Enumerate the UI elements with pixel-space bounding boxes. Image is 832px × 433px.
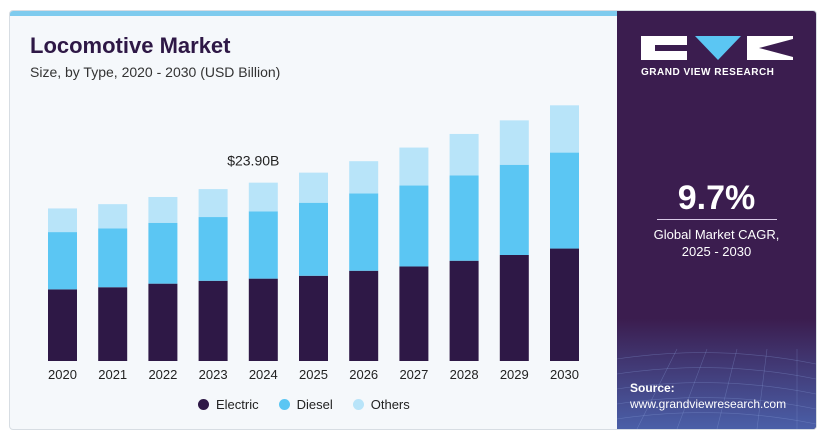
bar-electric-2027 bbox=[399, 266, 429, 361]
bar-others-2025 bbox=[299, 172, 328, 203]
report-card: Locomotive Market Size, by Type, 2020 - … bbox=[9, 10, 817, 430]
x-tick-label: 2030 bbox=[550, 367, 579, 382]
cagr-value: 9.7% bbox=[677, 179, 756, 217]
bar-diesel-2020 bbox=[48, 232, 77, 290]
chart-subtitle: Size, by Type, 2020 - 2030 (USD Billion) bbox=[30, 64, 281, 80]
legend-swatch-electric bbox=[198, 399, 209, 410]
bar-electric-2030 bbox=[550, 248, 579, 361]
chart-title: Locomotive Market bbox=[30, 33, 231, 58]
bar-others-2022 bbox=[148, 196, 178, 223]
brand-logo bbox=[641, 36, 793, 60]
bar-diesel-2023 bbox=[198, 217, 228, 281]
cagr-divider bbox=[657, 219, 777, 220]
x-tick-label: 2026 bbox=[349, 367, 378, 382]
legend-swatch-diesel bbox=[278, 399, 290, 410]
bar-others-2030 bbox=[550, 105, 579, 153]
bar-electric-2026 bbox=[349, 270, 379, 361]
x-tick-label: 2025 bbox=[299, 367, 328, 382]
x-tick-label: 2028 bbox=[450, 367, 479, 382]
bar-electric-2021 bbox=[98, 287, 128, 361]
bar-diesel-2026 bbox=[349, 193, 379, 271]
bar-others-2026 bbox=[349, 161, 379, 194]
bar-electric-2024 bbox=[248, 278, 278, 361]
legend-item-diesel: Diesel bbox=[278, 397, 333, 412]
legend-item-electric: Electric bbox=[198, 397, 259, 412]
bar-diesel-2030 bbox=[550, 152, 579, 249]
x-tick-label: 2027 bbox=[399, 367, 428, 382]
bar-electric-2028 bbox=[449, 260, 479, 361]
chart-panel: Locomotive Market Size, by Type, 2020 - … bbox=[10, 11, 618, 429]
legend-label-electric: Electric bbox=[216, 397, 259, 412]
bar-electric-2025 bbox=[299, 275, 328, 361]
bar-diesel-2025 bbox=[299, 202, 328, 276]
bar-diesel-2027 bbox=[399, 185, 429, 267]
bar-diesel-2022 bbox=[148, 222, 178, 284]
bar-others-2023 bbox=[198, 189, 228, 218]
bar-electric-2020 bbox=[48, 289, 77, 361]
legend-label-diesel: Diesel bbox=[296, 397, 333, 412]
legend-swatch-others bbox=[352, 399, 364, 410]
bar-electric-2029 bbox=[499, 255, 529, 361]
bar-electric-2023 bbox=[198, 280, 228, 361]
accent-bar bbox=[10, 11, 620, 16]
legend-label-others: Others bbox=[370, 397, 410, 412]
x-tick-label: 2021 bbox=[98, 367, 127, 382]
x-tick-label: 2029 bbox=[500, 367, 529, 382]
bar-electric-2022 bbox=[148, 283, 178, 361]
data-label-total: $23.90B bbox=[227, 153, 279, 169]
x-tick-label: 2020 bbox=[48, 367, 77, 382]
stacked-bar-chart: 2020 2021 2022 2023 2024 2025 2026 2027 2028 2029… bbox=[48, 105, 579, 382]
source-label: Source: bbox=[630, 381, 675, 395]
legend-item-others: Others bbox=[352, 397, 410, 412]
sidebar-panel: GRAND VIEW RESEARCH 9.7% Global Market C… bbox=[617, 11, 816, 429]
bar-diesel-2029 bbox=[499, 164, 529, 255]
x-tick-label: 2024 bbox=[249, 367, 278, 382]
x-tick-label: 2023 bbox=[199, 367, 228, 382]
chart-legend: Electric Diesel Others bbox=[198, 397, 410, 412]
bar-others-2021 bbox=[98, 204, 128, 229]
bar-others-2024 bbox=[248, 182, 278, 212]
bar-diesel-2021 bbox=[98, 228, 128, 288]
cagr-label: Global Market CAGR, 2025 - 2030 bbox=[617, 226, 816, 260]
x-tick-label: 2022 bbox=[148, 367, 177, 382]
bar-others-2027 bbox=[399, 147, 429, 186]
brand-name: GRAND VIEW RESEARCH bbox=[641, 67, 775, 78]
decorative-grid-graphic bbox=[617, 319, 816, 429]
bar-others-2028 bbox=[449, 133, 479, 176]
bar-diesel-2024 bbox=[248, 211, 278, 279]
bar-others-2029 bbox=[499, 120, 529, 165]
cagr-label-line1: Global Market CAGR, bbox=[653, 227, 780, 242]
bar-diesel-2028 bbox=[449, 175, 479, 261]
source-link[interactable]: www.grandviewresearch.com bbox=[630, 397, 787, 411]
bar-others-2020 bbox=[48, 208, 77, 233]
cagr-label-line2: 2025 - 2030 bbox=[681, 244, 752, 259]
